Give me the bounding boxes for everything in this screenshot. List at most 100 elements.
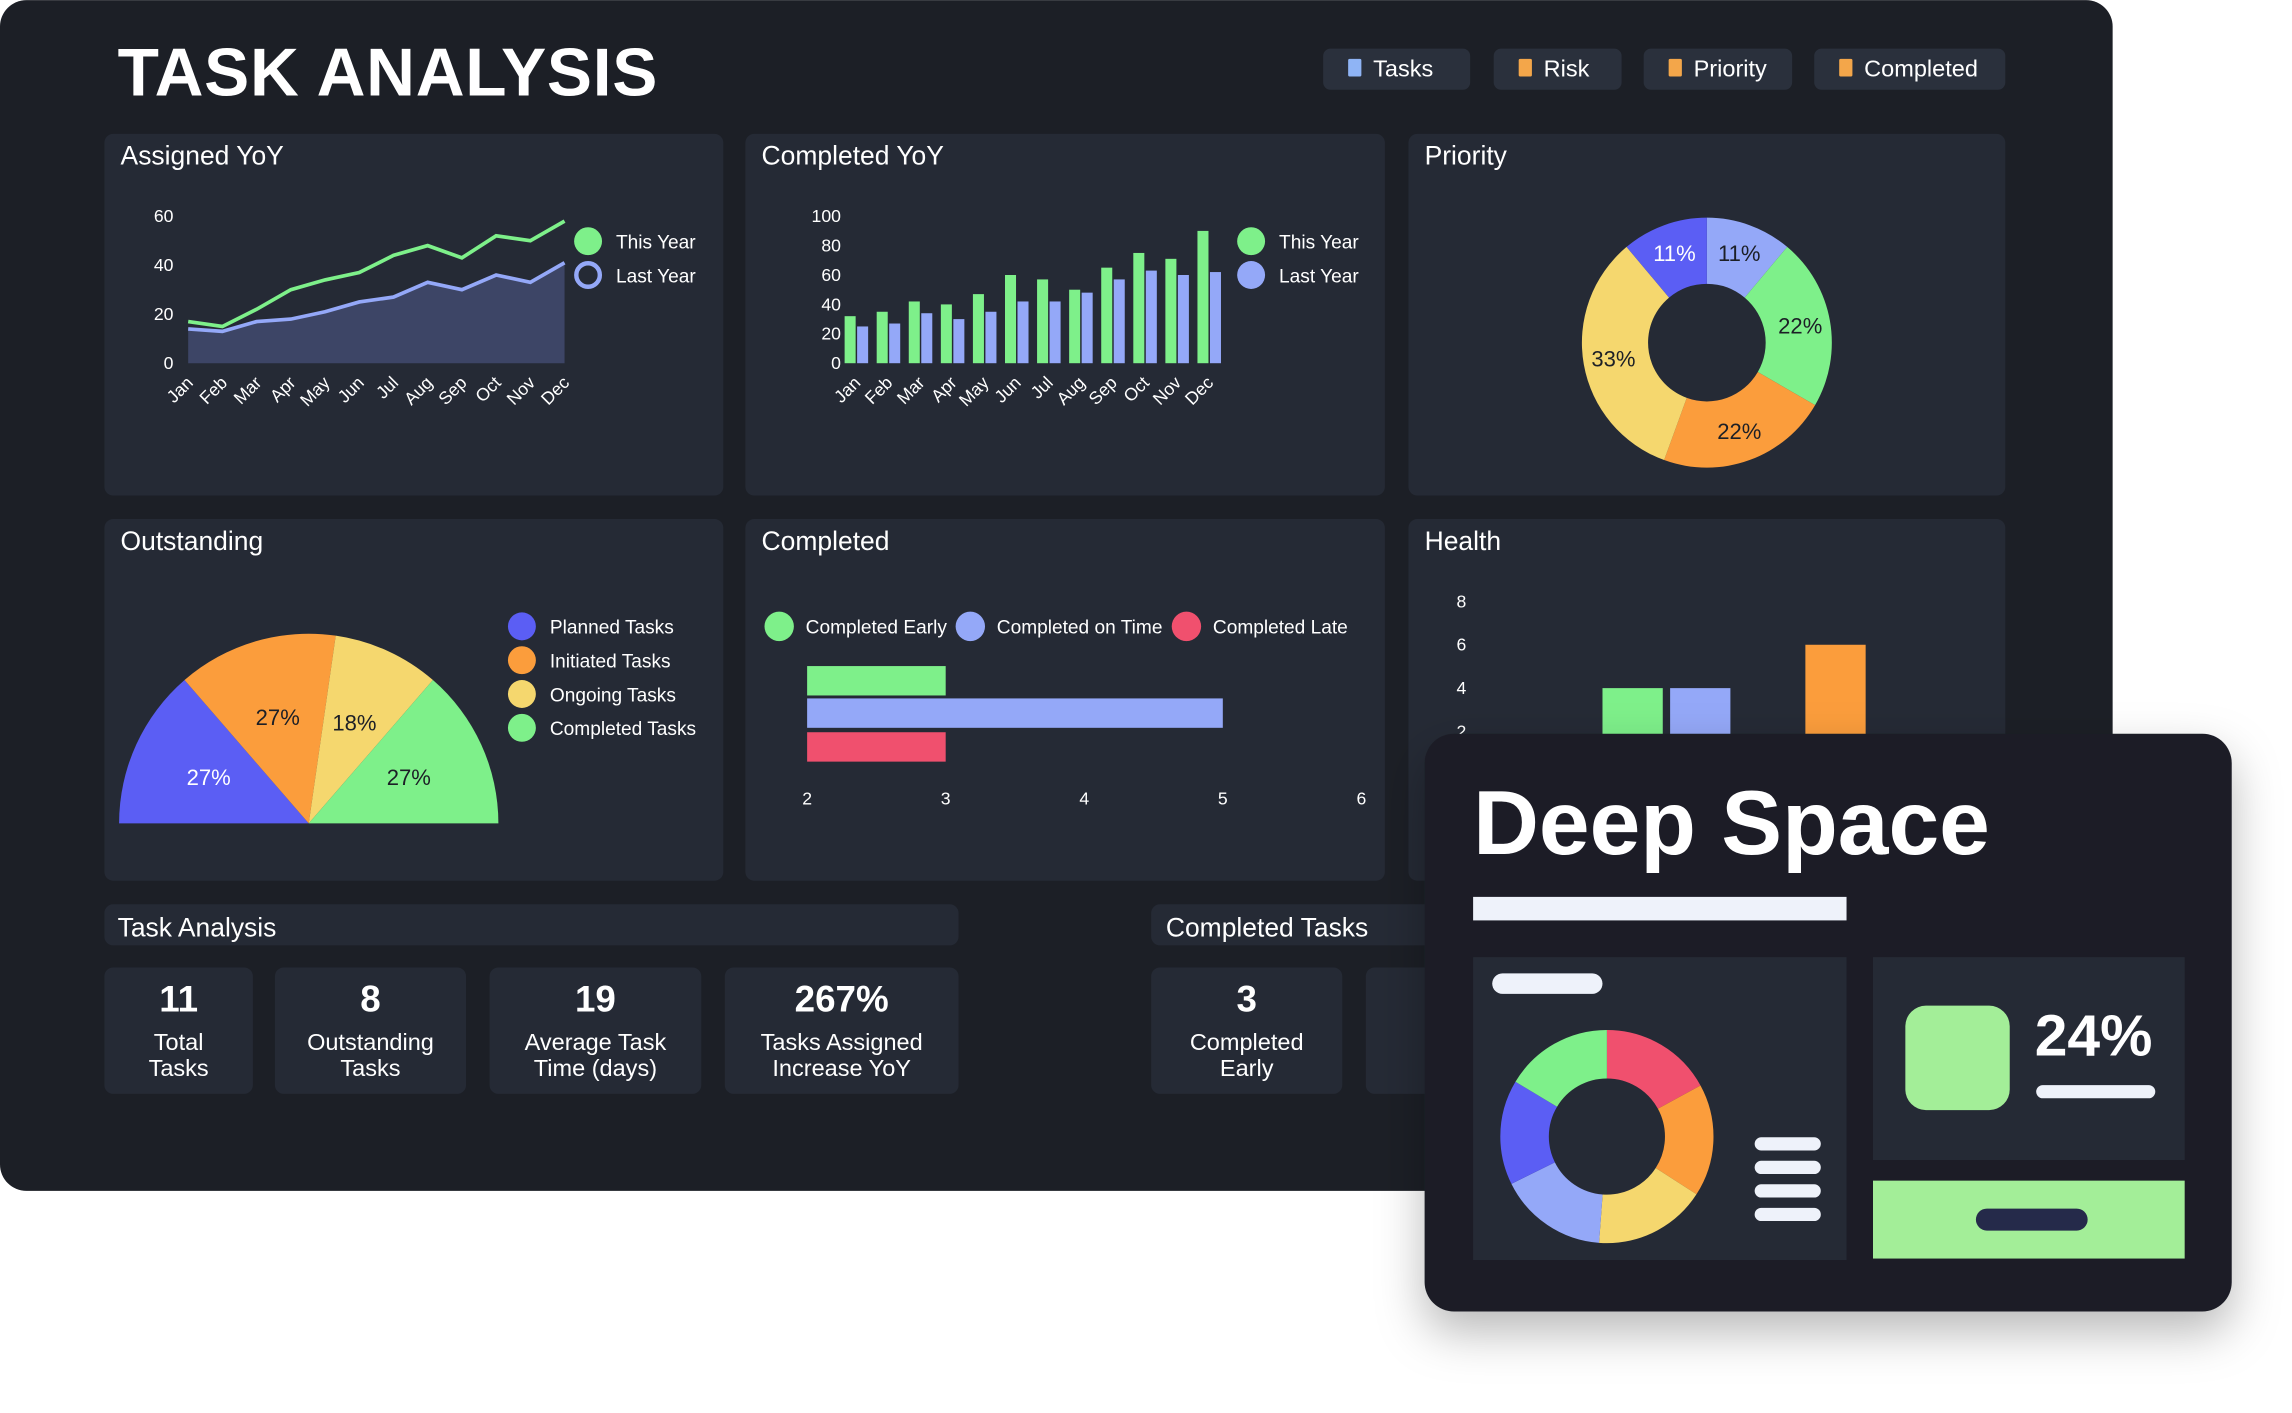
kpi-card bbox=[104, 967, 253, 1094]
kpi-label: Tasks Assigned bbox=[761, 1029, 923, 1055]
tab-bg[interactable] bbox=[1814, 48, 2006, 90]
y-tick-label: 20 bbox=[821, 324, 841, 344]
kpi-card bbox=[1151, 967, 1343, 1094]
chart-title: Completed YoY bbox=[762, 141, 945, 171]
bar bbox=[1197, 230, 1209, 364]
bar bbox=[940, 304, 952, 364]
kpi-value: 267% bbox=[795, 979, 889, 1020]
tab-label[interactable]: Completed bbox=[1864, 56, 1978, 82]
legend-label: Last Year bbox=[1279, 266, 1359, 287]
legend-label: This Year bbox=[616, 233, 696, 254]
kpi-value: 3 bbox=[1236, 979, 1256, 1020]
bar bbox=[1133, 252, 1145, 364]
data-label: 18% bbox=[332, 711, 376, 736]
pie-slice bbox=[308, 680, 499, 824]
bar bbox=[1177, 275, 1189, 364]
bar bbox=[1069, 289, 1081, 364]
x-tick-label: 4 bbox=[1079, 788, 1089, 808]
kpi-label: Completed bbox=[1190, 1029, 1304, 1055]
tab-bg[interactable] bbox=[1643, 48, 1793, 90]
kpi-label: Total bbox=[154, 1029, 204, 1055]
overlay-bar bbox=[1473, 896, 1847, 921]
bar bbox=[876, 311, 888, 364]
legend-marker bbox=[507, 680, 536, 708]
y-tick-label: 60 bbox=[821, 265, 841, 285]
y-tick-label: 60 bbox=[154, 206, 174, 226]
legend-marker bbox=[574, 227, 603, 256]
donut-seg bbox=[1500, 1029, 1714, 1244]
kpi-label: Average Task bbox=[525, 1029, 667, 1055]
donut-seg bbox=[1500, 1029, 1714, 1244]
kpi-value: 8 bbox=[360, 979, 380, 1020]
overlay-pill bbox=[1492, 973, 1603, 994]
bar bbox=[1101, 267, 1113, 364]
tab-button[interactable]: Tasks bbox=[1323, 48, 1471, 90]
bar bbox=[857, 326, 869, 364]
kpi-value: 19 bbox=[575, 979, 616, 1020]
data-label: 22% bbox=[1717, 419, 1761, 444]
page-title: TASK ANALYSIS bbox=[118, 36, 659, 111]
donut-slice bbox=[1664, 372, 1816, 468]
chart-panel bbox=[1408, 133, 2006, 496]
y-tick-label: 40 bbox=[154, 255, 174, 275]
bar bbox=[953, 319, 965, 364]
tab-button[interactable]: Completed bbox=[1814, 48, 2006, 90]
kpi-label: Tasks bbox=[340, 1055, 400, 1081]
legend-marker bbox=[507, 646, 536, 675]
overlay-stat: 24% bbox=[2035, 1004, 2153, 1069]
bar bbox=[1037, 279, 1049, 364]
kpi-label: Early bbox=[1220, 1055, 1274, 1081]
tab-label[interactable]: Risk bbox=[1544, 56, 1590, 82]
bar bbox=[1081, 292, 1093, 364]
kpi-card bbox=[489, 967, 702, 1094]
pie-slice bbox=[184, 633, 336, 824]
bar bbox=[908, 301, 920, 364]
tab-button[interactable]: Priority bbox=[1643, 48, 1793, 90]
data-label: 27% bbox=[387, 765, 431, 790]
data-label: 22% bbox=[1778, 314, 1822, 339]
chart-title: Priority bbox=[1425, 141, 1508, 171]
bar bbox=[1209, 272, 1221, 364]
line bbox=[187, 219, 566, 329]
tab-icon[interactable] bbox=[1668, 58, 1682, 77]
legend-marker bbox=[507, 612, 536, 641]
kpi-value: 11 bbox=[159, 979, 198, 1020]
legend-marker bbox=[955, 611, 986, 642]
tab-button[interactable]: Risk bbox=[1493, 48, 1622, 90]
data-label: 27% bbox=[187, 765, 231, 790]
section-title: Task Analysis bbox=[118, 913, 277, 943]
bar bbox=[921, 313, 933, 364]
kpi-label: Increase YoY bbox=[772, 1055, 911, 1081]
x-tick-label: 3 bbox=[941, 788, 951, 808]
legend-label: Completed Late bbox=[1213, 618, 1348, 639]
overlay-pill bbox=[1975, 1208, 2088, 1231]
data-label: 27% bbox=[256, 705, 300, 730]
tab-icon[interactable] bbox=[1518, 58, 1532, 77]
x-tick-label: 6 bbox=[1356, 788, 1366, 808]
section-header bbox=[104, 904, 959, 946]
legend-label: Completed on Time bbox=[997, 618, 1163, 639]
tab-icon[interactable] bbox=[1348, 58, 1362, 77]
tab-label[interactable]: Priority bbox=[1694, 56, 1767, 82]
tab-label[interactable]: Tasks bbox=[1373, 56, 1433, 82]
overlay-card: Deep Space 24% bbox=[1424, 733, 2232, 1312]
pie-slice bbox=[119, 680, 309, 824]
legend-label: Completed Early bbox=[806, 618, 948, 639]
y-tick-label: 100 bbox=[812, 206, 842, 226]
legend-marker bbox=[574, 261, 603, 289]
kpi-label: Outstanding bbox=[307, 1029, 434, 1055]
bar bbox=[1145, 270, 1157, 364]
bar bbox=[1017, 301, 1029, 364]
donut-seg bbox=[1500, 1029, 1714, 1244]
tab-icon[interactable] bbox=[1839, 58, 1853, 77]
x-tick-label: 5 bbox=[1218, 788, 1228, 808]
y-tick-label: 4 bbox=[1456, 678, 1466, 698]
donut-slice bbox=[1581, 246, 1687, 461]
kpi-label: Tasks bbox=[149, 1055, 209, 1081]
donut-slice bbox=[1626, 217, 1707, 298]
y-tick-label: 8 bbox=[1456, 591, 1466, 611]
bar bbox=[1165, 258, 1177, 364]
pie-slice bbox=[308, 635, 433, 824]
kpi-card bbox=[274, 967, 467, 1094]
